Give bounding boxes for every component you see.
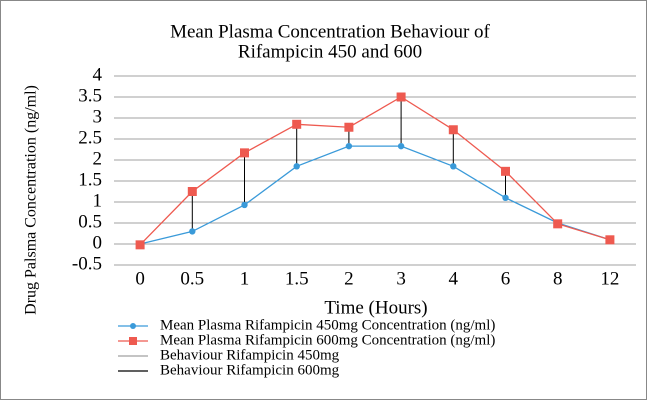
x-tick-label: 0	[135, 268, 145, 289]
data-point	[553, 219, 563, 229]
data-point	[501, 166, 510, 176]
y-tick-label: 3	[93, 106, 103, 127]
data-point	[187, 187, 197, 196]
data-point	[344, 122, 354, 132]
series-line	[139, 145, 611, 245]
data-point	[450, 163, 457, 170]
x-tick-label: 0.5	[180, 268, 204, 289]
legend-label: Behaviour Rifampicin 600mg	[160, 362, 340, 378]
data-point	[292, 119, 302, 129]
series-line	[139, 96, 611, 246]
x-tick-label: 1	[240, 268, 250, 289]
data-point	[448, 125, 458, 135]
x-tick-label: 12	[600, 268, 619, 289]
x-tick-label: 6	[501, 268, 511, 289]
x-tick-label: 4	[449, 268, 459, 289]
legend-label: Mean Plasma Rifampicin 600mg Concentrati…	[160, 332, 495, 348]
y-tick-label: 2.5	[78, 127, 102, 148]
y-tick-label: 4	[93, 64, 103, 85]
x-axis-label: Time (Hours)	[324, 297, 427, 318]
y-tick-label: 1.5	[78, 169, 102, 190]
data-point	[502, 194, 509, 201]
y-tick-label: 0	[93, 232, 103, 253]
data-point	[135, 240, 145, 250]
data-point	[397, 142, 405, 150]
y-tick-label: 1	[93, 190, 103, 211]
legend-label: Mean Plasma Rifampicin 450mg Concentrati…	[160, 317, 495, 333]
x-tick-label: 3	[396, 268, 406, 289]
y-tick-label: 3.5	[78, 85, 102, 106]
data-point	[396, 92, 406, 102]
data-point	[189, 228, 196, 235]
x-tick-label: 2	[344, 268, 354, 289]
data-point	[345, 142, 353, 150]
data-point	[605, 235, 615, 245]
y-tick-label: 2	[93, 148, 103, 169]
data-point	[293, 163, 300, 170]
chart-title: Rifampicin 450 and 600	[238, 41, 422, 62]
legend-marker	[129, 337, 137, 345]
data-point	[241, 201, 248, 209]
chart-title: Mean Plasma Concentration Behaviour of	[170, 21, 490, 42]
y-axis-label: Drug Palsma Concentration (ng/ml)	[23, 85, 40, 315]
x-tick-label: 1.5	[285, 268, 309, 289]
y-tick-label: -0.5	[72, 253, 102, 274]
legend-label: Behaviour Rifampicin 450mg	[160, 347, 340, 363]
legend-marker	[130, 323, 136, 329]
x-tick-label: 8	[553, 268, 563, 289]
data-point	[240, 148, 249, 158]
y-tick-label: 0.5	[78, 211, 102, 232]
